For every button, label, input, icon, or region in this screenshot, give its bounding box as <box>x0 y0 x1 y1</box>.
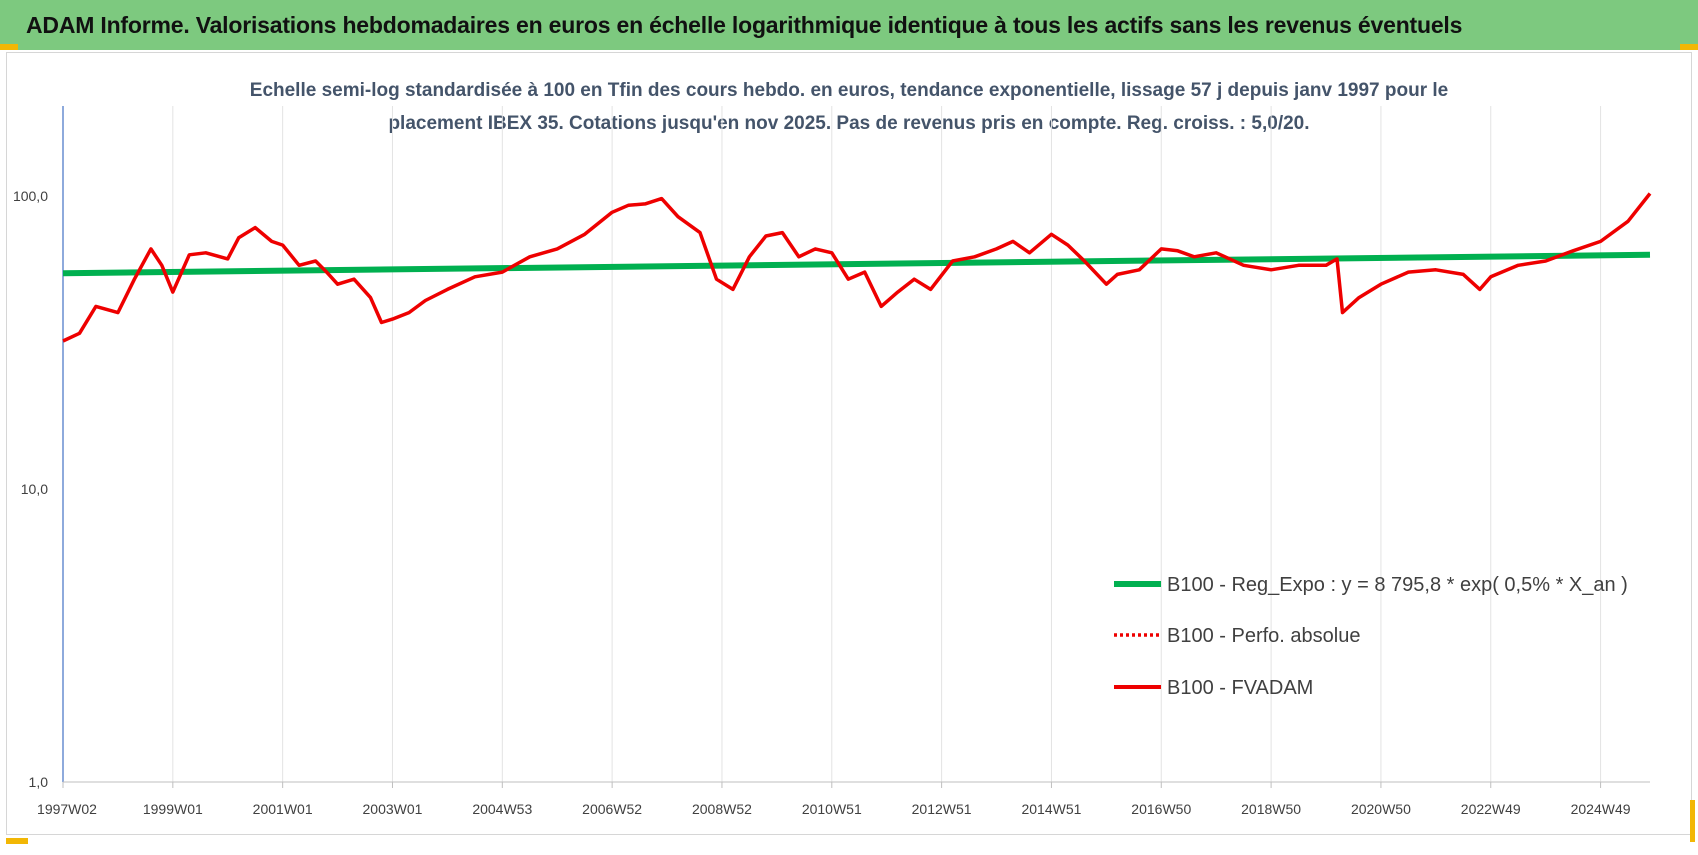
report-header: ADAM Informe. Valorisations hebdomadaire… <box>0 0 1698 50</box>
y-tick-label: 100,0 <box>13 188 48 204</box>
x-tick-label: 1999W01 <box>143 801 203 817</box>
y-tick-label: 1,0 <box>29 774 49 790</box>
legend-label: B100 - Reg_Expo : y = 8 795,8 * exp( 0,5… <box>1167 574 1628 596</box>
series-reg-expo-line <box>62 251 1651 277</box>
x-tick-label: 2016W50 <box>1131 801 1191 817</box>
resize-handle-top-right[interactable] <box>1680 44 1698 50</box>
x-tick-label: 1997W02 <box>37 801 97 817</box>
report-title: ADAM Informe. Valorisations hebdomadaire… <box>26 11 1463 38</box>
plot-area <box>62 192 1652 343</box>
grid-lines <box>172 106 1602 782</box>
x-axis: 1997W02 1999W01 2001W01 2003W01 2004W53 2006W… <box>37 782 1631 817</box>
x-tick-label: 2004W53 <box>472 801 532 817</box>
resize-handle-right[interactable] <box>1690 800 1695 842</box>
legend-label: B100 - FVADAM <box>1167 677 1313 699</box>
x-tick-label: 2020W50 <box>1351 801 1411 817</box>
resize-handle-top-left[interactable] <box>0 44 18 50</box>
resize-handle-bottom-left[interactable] <box>6 838 28 844</box>
x-tick-label: 2003W01 <box>363 801 423 817</box>
y-tick-label: 10,0 <box>21 481 48 497</box>
chart-frame <box>6 52 1692 835</box>
x-tick-label: 2018W50 <box>1241 801 1301 817</box>
chart-title-line-2: placement IBEX 35. Cotations jusqu'en no… <box>388 113 1309 134</box>
x-tick-label: 2014W51 <box>1021 801 1081 817</box>
x-tick-label: 2024W49 <box>1571 801 1631 817</box>
x-tick-label: 2001W01 <box>253 801 313 817</box>
chart-title-line-1: Echelle semi-log standardisée à 100 en T… <box>250 80 1448 101</box>
legend-label: B100 - Perfo. absolue <box>1167 625 1360 647</box>
x-tick-label: 2008W52 <box>692 801 752 817</box>
x-tick-label: 2022W49 <box>1461 801 1521 817</box>
series-fvadam-line <box>62 192 1652 343</box>
y-axis: 1,0 10,0 100,0 <box>13 188 48 790</box>
legend: B100 - Reg_Expo : y = 8 795,8 * exp( 0,5… <box>1114 574 1628 699</box>
x-tick-label: 2010W51 <box>802 801 862 817</box>
x-tick-label: 2006W52 <box>582 801 642 817</box>
x-tick-label: 2012W51 <box>912 801 972 817</box>
